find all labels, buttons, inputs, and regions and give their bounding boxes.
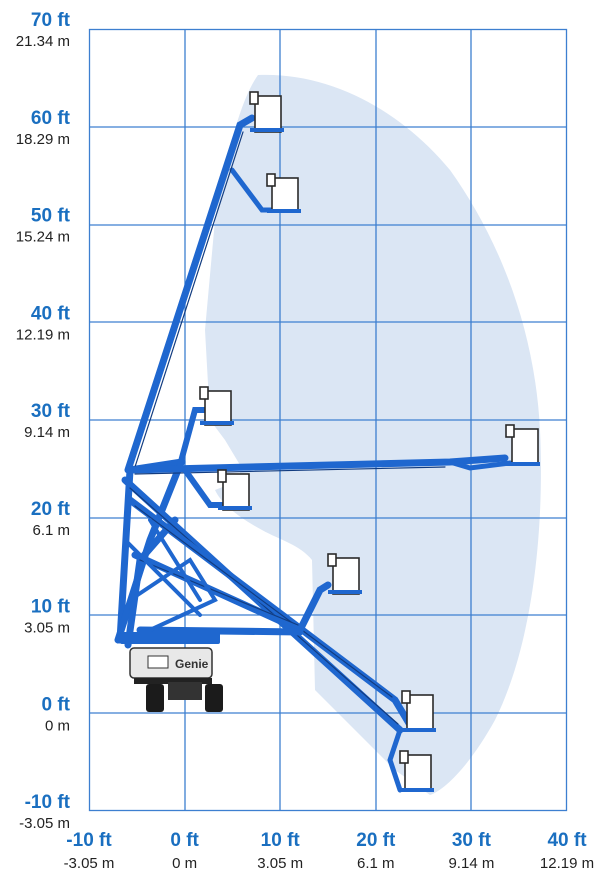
x-tick-m-label: 6.1 m <box>357 855 395 872</box>
x-tick-m-label: 12.19 m <box>540 855 594 872</box>
y-tick-m-label: 0 m <box>45 717 70 734</box>
x-tick-m-label: 0 m <box>172 855 197 872</box>
y-tick-m-label: 9.14 m <box>24 424 70 441</box>
platform-upper <box>266 173 301 213</box>
x-tick-ft-label: 20 ft <box>356 830 396 851</box>
y-tick-m-label: 18.29 m <box>16 131 70 148</box>
grid-lines <box>89 29 567 811</box>
x-axis-labels: -10 ft -3.05 m 0 ft 0 m 10 ft 3.05 m 20 ft 6.1 … <box>64 830 595 872</box>
y-tick-ft-label: 0 ft <box>42 694 71 715</box>
platform-top <box>249 91 284 133</box>
x-tick-m-label: 9.14 m <box>448 855 494 872</box>
y-tick-ft-label: 60 ft <box>31 108 71 129</box>
y-tick-m-label: 15.24 m <box>16 229 70 246</box>
machine-chassis: Genie <box>120 632 223 712</box>
wheel-left <box>146 684 164 712</box>
platform-below-grade <box>399 750 434 792</box>
platform-mid-low <box>217 469 252 511</box>
y-axis-labels: 70 ft 21.34 m 60 ft 18.29 m 50 ft 15.24 m 40 f… <box>16 10 71 832</box>
platform-outreach <box>505 424 540 466</box>
y-tick-ft-label: 70 ft <box>31 10 71 31</box>
y-tick-ft-label: 50 ft <box>31 206 71 227</box>
x-tick-ft-label: 30 ft <box>452 830 492 851</box>
y-tick-ft-label: 10 ft <box>31 597 71 618</box>
y-tick-m-label: 12.19 m <box>16 326 70 343</box>
y-tick-m-label: 6.1 m <box>32 522 70 539</box>
y-tick-ft-label: 20 ft <box>31 499 71 520</box>
boom-positions <box>114 114 513 793</box>
y-tick-m-label: 3.05 m <box>24 620 70 637</box>
platform-grade <box>401 690 436 732</box>
y-tick-ft-label: 30 ft <box>31 401 71 422</box>
boom-max-height <box>124 114 256 474</box>
x-tick-ft-label: -10 ft <box>66 830 112 851</box>
platform-low <box>327 553 362 595</box>
y-tick-ft-label: -10 ft <box>25 792 71 813</box>
x-tick-m-label: 3.05 m <box>257 855 303 872</box>
y-tick-m-label: 21.34 m <box>16 33 70 50</box>
machine-brand-label: Genie <box>175 657 209 671</box>
y-tick-ft-label: 40 ft <box>31 303 71 324</box>
platform-mid <box>199 386 234 426</box>
platforms <box>199 91 540 792</box>
x-tick-m-label: -3.05 m <box>64 855 115 872</box>
x-tick-ft-label: 0 ft <box>170 830 199 851</box>
x-tick-ft-label: 40 ft <box>547 830 587 851</box>
x-tick-ft-label: 10 ft <box>261 830 301 851</box>
wheel-right <box>205 684 223 712</box>
y-tick-m-label: -3.05 m <box>19 815 70 832</box>
